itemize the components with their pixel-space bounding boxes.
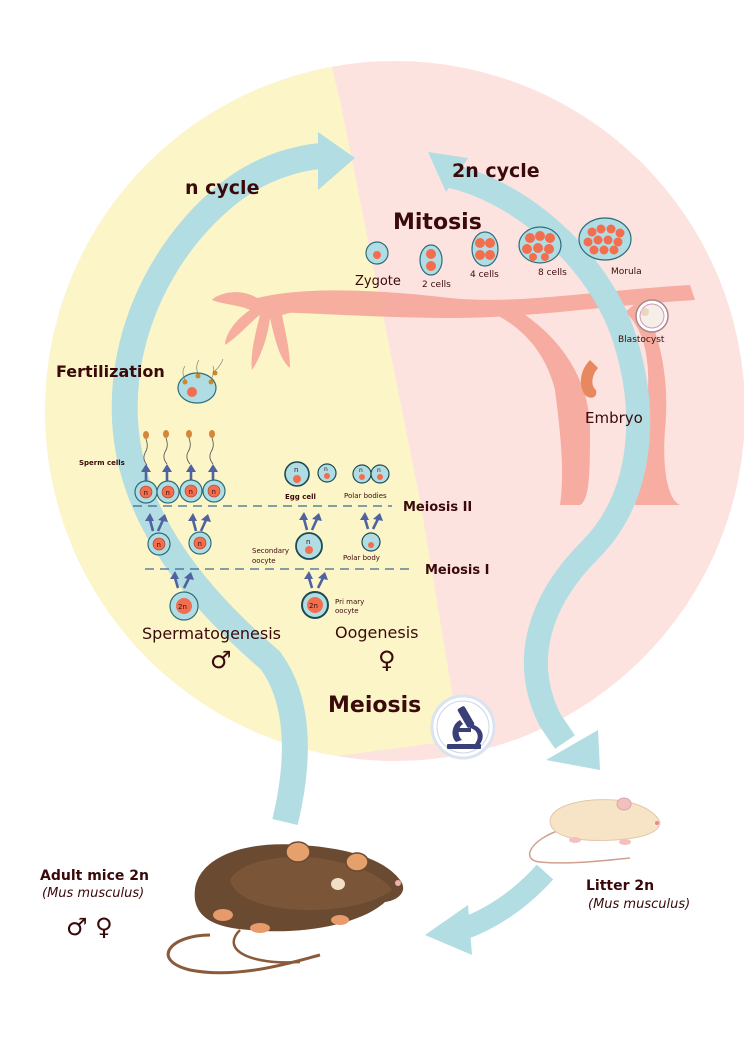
arrows-meiosis-2-female xyxy=(299,512,383,531)
primary-oocyte-label-2: oocyte xyxy=(335,607,359,615)
two-cell-stage xyxy=(419,244,443,276)
four-cell-label: 4 cells xyxy=(470,270,499,280)
mitosis-label: Mitosis xyxy=(393,210,482,235)
morula-stage xyxy=(578,217,632,261)
zygote-cell xyxy=(365,241,389,265)
secondary-oocyte: n xyxy=(295,532,323,560)
svg-text:n: n xyxy=(166,489,170,497)
secondary-spermatocytes: n n xyxy=(147,531,212,556)
litter-species: (Mus musculus) xyxy=(588,897,690,912)
adult-mice-symbols: ♂ ♀ xyxy=(66,913,113,941)
egg-cell: n xyxy=(284,461,310,487)
zygote-label: Zygote xyxy=(355,274,401,289)
arrows-meiosis-2-male xyxy=(145,513,211,532)
uterus-illustration xyxy=(212,285,695,505)
polar-body-top-2: n xyxy=(352,464,372,484)
svg-text:2n: 2n xyxy=(309,602,318,610)
morula-label: Morula xyxy=(611,267,642,277)
microscope-icon xyxy=(430,694,496,760)
svg-text:n: n xyxy=(359,467,363,474)
two-n-cycle-arrowhead xyxy=(546,730,600,770)
blastocyst-stage xyxy=(635,299,669,333)
arrows-meiosis-1-male xyxy=(170,571,194,589)
svg-text:n: n xyxy=(377,467,381,474)
secondary-oocyte-label-2: oocyte xyxy=(252,557,276,565)
n-cycle-label: n cycle xyxy=(185,177,259,199)
polar-body-top-3: n xyxy=(370,464,390,484)
spermatogenesis-label: Spermatogenesis xyxy=(142,624,281,643)
meiosis-2-label: Meiosis II xyxy=(403,500,472,515)
two-n-cycle-label: 2n cycle xyxy=(452,160,540,182)
adult-mice-species: (Mus musculus) xyxy=(42,886,144,901)
two-cell-label: 2 cells xyxy=(422,280,451,290)
primary-oocyte: 2n xyxy=(301,591,329,619)
svg-text:n: n xyxy=(144,489,148,497)
four-cell-stage xyxy=(471,231,499,267)
spermatids-row: n n n n xyxy=(134,479,226,504)
svg-text:n: n xyxy=(212,488,216,496)
eight-cell-stage xyxy=(518,226,562,264)
sperm-cells-label: Sperm cells xyxy=(79,459,125,467)
blastocyst-label: Blastocyst xyxy=(618,335,665,345)
svg-text:n: n xyxy=(324,466,328,473)
fertilization-cell xyxy=(177,358,224,404)
male-symbol: ♂ xyxy=(210,646,232,674)
polar-body-label: Polar body xyxy=(343,554,380,562)
meiosis-1-label: Meiosis I xyxy=(425,563,489,578)
n-cycle-arrow xyxy=(111,143,322,826)
svg-text:n: n xyxy=(198,540,202,548)
litter-to-adult-arrow xyxy=(456,864,554,941)
adult-mice-label: Adult mice 2n xyxy=(40,868,149,884)
primary-spermatocyte: 2n xyxy=(169,591,199,621)
sperm-row xyxy=(143,430,215,466)
embryo-shape xyxy=(580,360,598,398)
secondary-oocyte-label-1: Secondary xyxy=(252,547,289,555)
svg-text:2n: 2n xyxy=(178,603,187,611)
polar-bodies-label: Polar bodies xyxy=(344,492,387,500)
primary-oocyte-label-1: Pri mary xyxy=(335,598,364,606)
two-n-cycle-arrow-tail xyxy=(428,152,468,192)
polar-body-bottom xyxy=(361,532,381,552)
arrows-meiosis-1-female xyxy=(304,571,328,589)
fertilization-label: Fertilization xyxy=(56,362,165,381)
svg-text:n: n xyxy=(157,541,161,549)
female-symbol: ♀ xyxy=(378,646,396,674)
polar-body-top-1: n xyxy=(317,463,337,483)
eight-cell-label: 8 cells xyxy=(538,268,567,278)
adult-mice-illustration xyxy=(166,841,404,975)
svg-text:n: n xyxy=(189,488,193,496)
meiosis-label: Meiosis xyxy=(328,693,421,718)
oogenesis-label: Oogenesis xyxy=(335,623,418,642)
litter-to-adult-arrowhead xyxy=(425,905,472,955)
embryo-label: Embryo xyxy=(585,409,643,427)
svg-text:n: n xyxy=(306,538,310,546)
n-cycle-arrowhead xyxy=(318,132,355,190)
litter-mouse-illustration xyxy=(528,797,661,864)
svg-text:n: n xyxy=(294,466,298,474)
egg-cell-label: Egg cell xyxy=(285,493,316,501)
litter-label: Litter 2n xyxy=(586,878,654,894)
